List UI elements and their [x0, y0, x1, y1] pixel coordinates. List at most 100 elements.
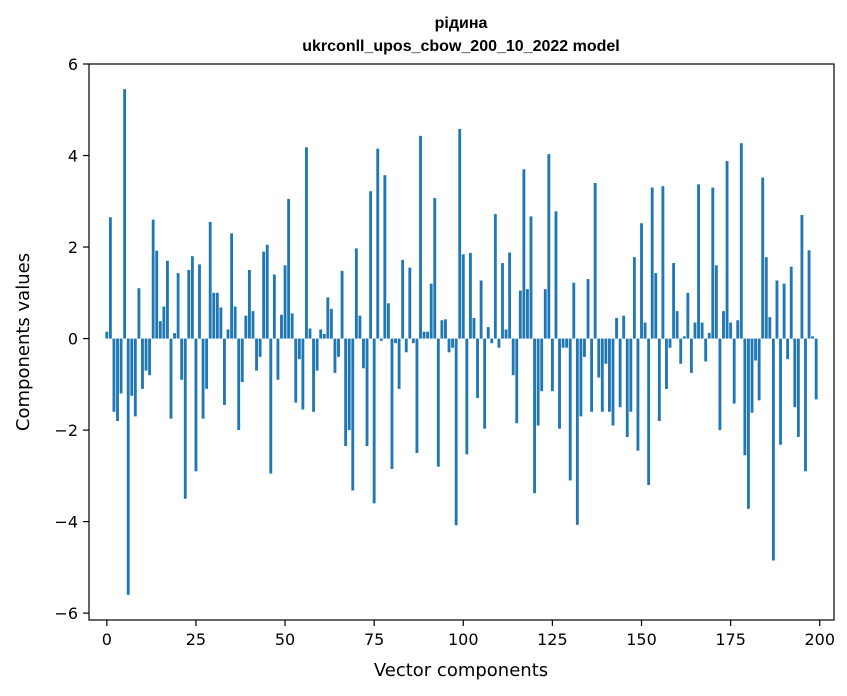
bar — [176, 273, 180, 339]
bar — [615, 317, 618, 339]
bar — [608, 338, 611, 412]
bar — [362, 338, 365, 369]
bar — [536, 338, 540, 426]
bar — [583, 338, 586, 357]
x-tick-label: 200 — [804, 630, 835, 649]
bar — [501, 263, 504, 339]
bar — [611, 338, 615, 426]
bar — [322, 333, 326, 339]
bar — [319, 329, 323, 339]
bar — [508, 252, 512, 339]
bar — [554, 211, 558, 339]
bar — [116, 338, 119, 421]
bar — [137, 288, 141, 339]
bar — [793, 338, 797, 408]
plot-frame — [88, 63, 835, 621]
bar — [604, 338, 608, 364]
bar — [796, 338, 800, 437]
bar — [526, 289, 529, 339]
bar — [305, 147, 308, 339]
bar — [444, 319, 447, 339]
bar — [337, 338, 340, 357]
bar — [215, 292, 219, 339]
bar — [504, 329, 508, 339]
bar — [226, 329, 230, 339]
bar — [647, 338, 651, 486]
bar — [636, 338, 640, 451]
bar — [725, 161, 729, 339]
bar — [387, 303, 390, 339]
bar — [436, 338, 440, 467]
bar — [262, 251, 266, 339]
bar — [782, 283, 786, 339]
bar — [255, 338, 258, 371]
bar — [472, 317, 476, 339]
bar — [301, 338, 305, 410]
bar — [625, 338, 629, 437]
bar — [372, 338, 376, 504]
bar — [654, 273, 658, 339]
bar — [379, 338, 383, 341]
bar — [148, 338, 152, 376]
bar — [722, 311, 725, 339]
bar — [468, 252, 472, 339]
bar — [451, 338, 455, 348]
bar — [411, 338, 415, 344]
bar — [369, 191, 373, 339]
bar — [768, 317, 772, 339]
bar — [290, 313, 294, 339]
bar — [112, 338, 116, 412]
bar — [108, 217, 112, 339]
bar — [707, 333, 711, 339]
bar — [814, 338, 818, 400]
bar — [640, 223, 643, 339]
bar — [483, 338, 487, 429]
bar — [133, 338, 137, 417]
bar — [383, 175, 387, 339]
bar — [515, 338, 519, 424]
bar — [397, 338, 401, 389]
bar — [747, 338, 750, 509]
bar — [144, 338, 148, 371]
bar — [283, 265, 287, 339]
bar — [668, 338, 672, 348]
bar — [329, 308, 333, 339]
bar — [297, 338, 301, 360]
bar — [426, 331, 430, 339]
y-tick-label: −2 — [54, 421, 78, 440]
chart-title: рідина — [435, 15, 488, 32]
bar — [180, 338, 184, 380]
bar — [764, 257, 768, 339]
bar — [365, 338, 369, 447]
bar — [233, 306, 237, 339]
bar — [294, 338, 298, 403]
bar — [351, 338, 355, 491]
bar — [529, 216, 533, 339]
bar — [158, 321, 162, 339]
bar — [600, 338, 604, 412]
bar — [807, 250, 811, 339]
bar — [429, 283, 433, 339]
bar — [308, 328, 312, 339]
bar — [173, 333, 176, 339]
bar — [493, 214, 497, 339]
x-tick-label: 150 — [626, 630, 657, 649]
bar — [632, 257, 636, 339]
bar — [151, 219, 155, 339]
bar — [390, 338, 394, 469]
bar — [126, 338, 130, 595]
bar — [518, 290, 522, 339]
bar — [732, 338, 736, 404]
bar — [761, 177, 765, 339]
bar — [269, 338, 273, 474]
bar — [800, 215, 804, 339]
bar — [419, 135, 422, 339]
bar — [244, 315, 248, 339]
bar — [679, 338, 683, 364]
bar — [272, 274, 276, 339]
bar — [739, 143, 743, 339]
bar — [540, 338, 544, 392]
bar — [697, 184, 700, 339]
bar — [593, 182, 597, 339]
bar — [736, 320, 740, 339]
